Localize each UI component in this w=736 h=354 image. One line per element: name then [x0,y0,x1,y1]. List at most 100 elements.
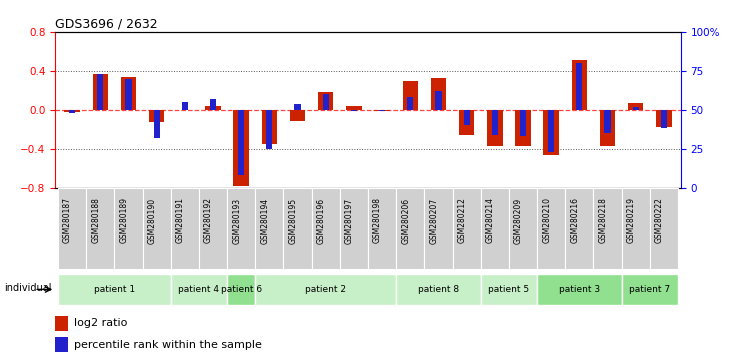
Bar [114,188,143,269]
Bar [481,188,509,269]
Bar [487,110,503,146]
Bar [396,188,425,269]
Text: GSM280216: GSM280216 [570,198,579,244]
Bar [322,94,329,110]
Bar [548,110,554,152]
Text: GSM280209: GSM280209 [514,198,523,244]
Text: GSM280218: GSM280218 [598,198,607,243]
Text: GSM280196: GSM280196 [316,198,326,244]
Text: patient 3: patient 3 [559,285,600,294]
Bar [238,110,244,175]
Bar [572,60,587,110]
Bar [407,97,414,110]
Bar [58,188,86,269]
Bar [537,188,565,269]
Bar [604,110,611,133]
Text: GSM280192: GSM280192 [204,198,213,244]
Bar [121,77,136,110]
Text: GSM280194: GSM280194 [261,198,269,244]
Bar [436,91,442,110]
Bar [55,337,68,352]
Bar [55,316,68,331]
Bar [368,188,396,269]
Text: GSM280187: GSM280187 [63,198,72,244]
Bar [661,110,667,129]
Text: patient 8: patient 8 [418,285,459,294]
Text: GSM280219: GSM280219 [627,198,636,244]
Text: GSM280206: GSM280206 [401,198,410,244]
Bar [425,188,453,269]
Bar [375,110,390,111]
Text: patient 6: patient 6 [221,285,262,294]
Text: GSM280212: GSM280212 [458,198,467,243]
Text: GSM280193: GSM280193 [232,198,241,244]
Text: individual: individual [4,283,52,293]
Bar [290,110,305,121]
Bar [199,188,227,269]
Bar [351,110,357,111]
Bar [543,110,559,154]
Bar [227,274,255,304]
Bar [210,99,216,110]
Bar [58,274,171,304]
Bar [576,63,582,110]
Bar [459,110,475,135]
Bar [633,107,639,110]
Bar [205,106,221,110]
Text: GSM280197: GSM280197 [345,198,354,244]
Bar [656,110,672,127]
Bar [125,79,132,110]
Bar [97,74,103,110]
Text: GSM280191: GSM280191 [176,198,185,244]
Text: GSM280207: GSM280207 [429,198,439,244]
Text: GSM280214: GSM280214 [486,198,495,244]
Bar [261,110,277,144]
Text: GSM280195: GSM280195 [289,198,297,244]
Bar [396,274,481,304]
Bar [481,274,537,304]
Bar [233,110,249,185]
Text: patient 2: patient 2 [305,285,346,294]
Bar [628,103,643,110]
Bar [622,274,678,304]
Bar [346,106,361,110]
Bar [379,110,385,111]
Text: GSM280198: GSM280198 [373,198,382,244]
Bar [86,188,114,269]
Bar [182,102,188,110]
Text: GDS3696 / 2632: GDS3696 / 2632 [55,18,158,31]
Bar [171,188,199,269]
Bar [492,110,498,135]
Bar [622,188,650,269]
Bar [520,110,526,136]
Text: patient 7: patient 7 [629,285,670,294]
Text: GSM280210: GSM280210 [542,198,551,244]
Bar [650,188,678,269]
Bar [464,110,470,125]
Text: GSM280222: GSM280222 [655,198,664,243]
Text: patient 5: patient 5 [489,285,529,294]
Bar [69,110,75,113]
Bar [318,92,333,110]
Bar [311,188,340,269]
Text: log2 ratio: log2 ratio [74,318,127,329]
Bar [515,110,531,146]
Bar [537,274,622,304]
Bar [154,110,160,138]
Bar [227,188,255,269]
Bar [64,110,80,112]
Bar [340,188,368,269]
Bar [565,188,593,269]
Text: patient 1: patient 1 [93,285,135,294]
Bar [143,188,171,269]
Bar [149,110,164,122]
Bar [255,188,283,269]
Bar [453,188,481,269]
Bar [600,110,615,146]
Bar [171,274,227,304]
Text: GSM280189: GSM280189 [119,198,129,244]
Text: percentile rank within the sample: percentile rank within the sample [74,339,262,350]
Text: GSM280190: GSM280190 [148,198,157,244]
Text: patient 4: patient 4 [178,285,219,294]
Bar [593,188,622,269]
